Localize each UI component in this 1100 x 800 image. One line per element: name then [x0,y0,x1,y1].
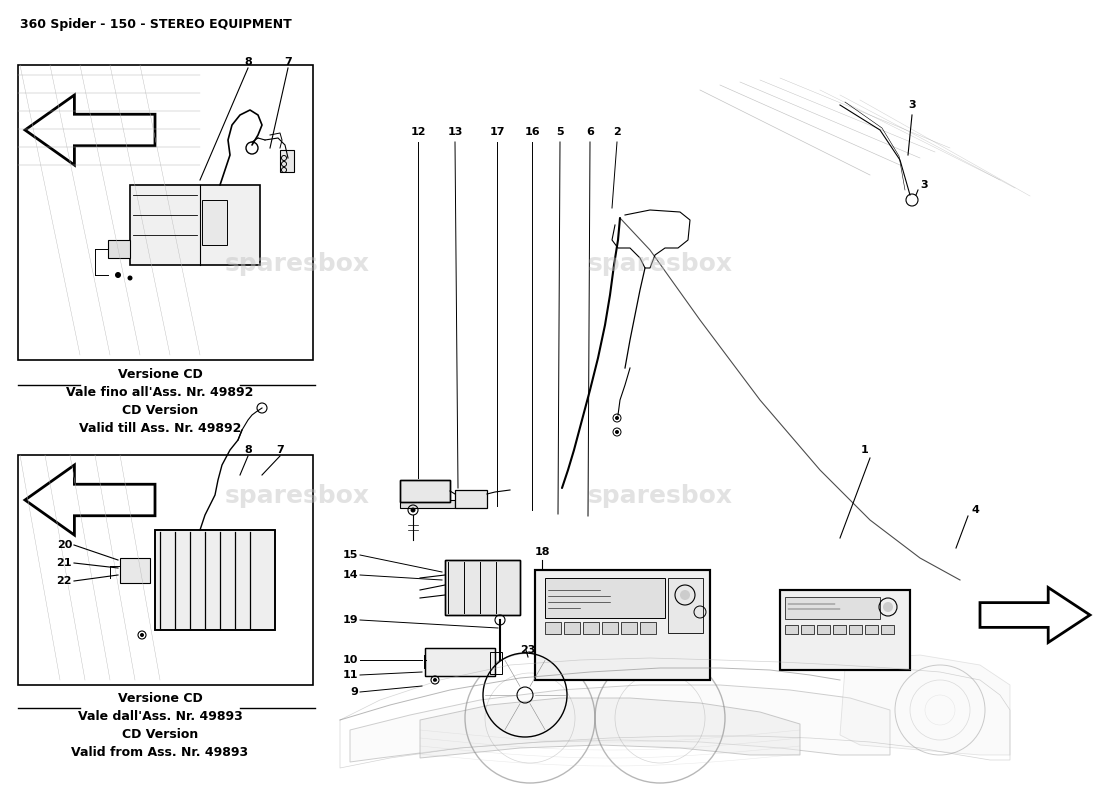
Bar [280,150,294,172]
Text: sparesbox: sparesbox [587,252,733,276]
Circle shape [883,602,893,612]
Bar [881,625,894,634]
Bar [120,558,150,583]
Text: 11: 11 [342,670,358,680]
Circle shape [128,275,132,281]
Bar [833,625,846,634]
Text: 15: 15 [342,550,358,560]
Text: 360 Spider - 150 - STEREO EQUIPMENT: 360 Spider - 150 - STEREO EQUIPMENT [20,18,292,31]
Bar [446,560,520,615]
Text: Valid from Ass. Nr. 49893: Valid from Ass. Nr. 49893 [72,746,249,759]
Text: sparesbox: sparesbox [224,252,370,276]
Bar [583,622,600,634]
Bar [155,530,275,630]
Text: CD Version: CD Version [122,728,198,741]
Text: 22: 22 [56,576,72,586]
Text: Vale dall'Ass. Nr. 49893: Vale dall'Ass. Nr. 49893 [78,710,242,723]
Text: 17: 17 [490,127,505,137]
Circle shape [116,272,121,278]
Text: Versione CD: Versione CD [118,368,202,381]
Bar [602,622,618,634]
Text: 12: 12 [410,127,426,137]
Circle shape [615,430,619,434]
Bar [785,625,798,634]
Bar [621,622,637,634]
Bar [535,570,710,680]
Text: Valid till Ass. Nr. 49892: Valid till Ass. Nr. 49892 [79,422,241,435]
Text: 21: 21 [56,558,72,568]
Text: 10: 10 [342,655,358,665]
Bar [490,652,502,674]
Text: 3: 3 [920,180,927,190]
Circle shape [140,633,144,637]
Bar [780,590,910,670]
Polygon shape [980,587,1090,642]
Text: 14: 14 [342,570,358,580]
Text: 16: 16 [525,127,540,137]
Bar [446,560,520,615]
Bar [535,570,710,680]
Bar [849,625,862,634]
Circle shape [615,416,619,420]
Bar [865,625,878,634]
Text: 8: 8 [244,57,252,67]
Bar [400,480,450,502]
Text: 3: 3 [909,100,916,110]
Polygon shape [840,655,1010,755]
Text: 23: 23 [520,645,536,655]
Text: 13: 13 [448,127,463,137]
Bar [108,240,130,258]
Bar [425,648,495,676]
Bar [785,597,880,619]
Bar [801,625,814,634]
Text: 6: 6 [586,127,594,137]
Bar [564,622,580,634]
Polygon shape [350,685,890,762]
Polygon shape [420,698,800,758]
Bar [544,622,561,634]
Bar [155,530,275,630]
Bar [640,622,656,634]
Bar [18,455,314,685]
Text: 9: 9 [350,687,358,697]
Circle shape [433,678,437,682]
Bar [425,648,495,676]
Text: 18: 18 [535,547,550,557]
Bar [400,480,450,502]
Text: 20: 20 [56,540,72,550]
Bar [130,185,260,265]
Text: 19: 19 [342,615,358,625]
Text: sparesbox: sparesbox [587,484,733,508]
Bar [400,500,455,508]
Text: 4: 4 [971,505,979,515]
Text: Vale fino all'Ass. Nr. 49892: Vale fino all'Ass. Nr. 49892 [66,386,254,399]
Circle shape [410,507,416,513]
Text: 1: 1 [861,445,869,455]
Bar [817,625,830,634]
Bar [780,590,910,670]
Text: CD Version: CD Version [122,404,198,417]
Bar [544,578,666,618]
Bar [18,65,314,360]
Bar [668,578,703,633]
Polygon shape [25,95,155,165]
Text: Versione CD: Versione CD [118,692,202,705]
Bar [455,490,487,508]
Text: sparesbox: sparesbox [224,484,370,508]
Text: 7: 7 [284,57,292,67]
Text: 8: 8 [244,445,252,455]
Circle shape [680,590,690,600]
Polygon shape [25,465,155,535]
Bar [202,200,227,245]
Text: 2: 2 [613,127,620,137]
Text: 7: 7 [276,445,284,455]
Text: 5: 5 [557,127,564,137]
